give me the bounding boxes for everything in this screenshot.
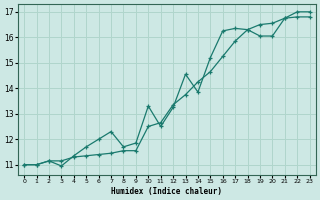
- X-axis label: Humidex (Indice chaleur): Humidex (Indice chaleur): [111, 187, 222, 196]
